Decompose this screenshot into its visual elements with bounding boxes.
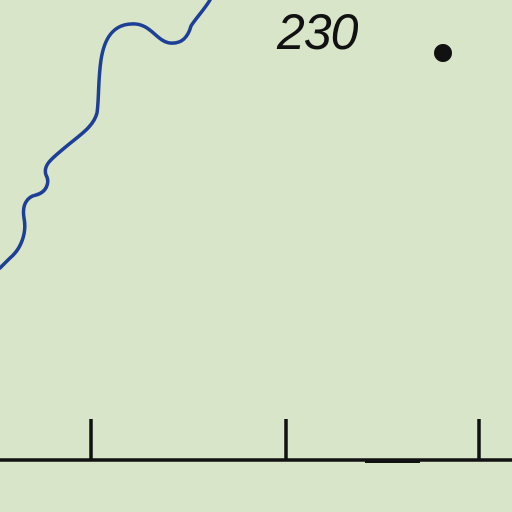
elevation-point-marker — [434, 44, 452, 62]
scale-bar — [0, 419, 512, 463]
river-line — [0, 0, 212, 270]
spot-elevation-label: 230 — [277, 4, 358, 60]
